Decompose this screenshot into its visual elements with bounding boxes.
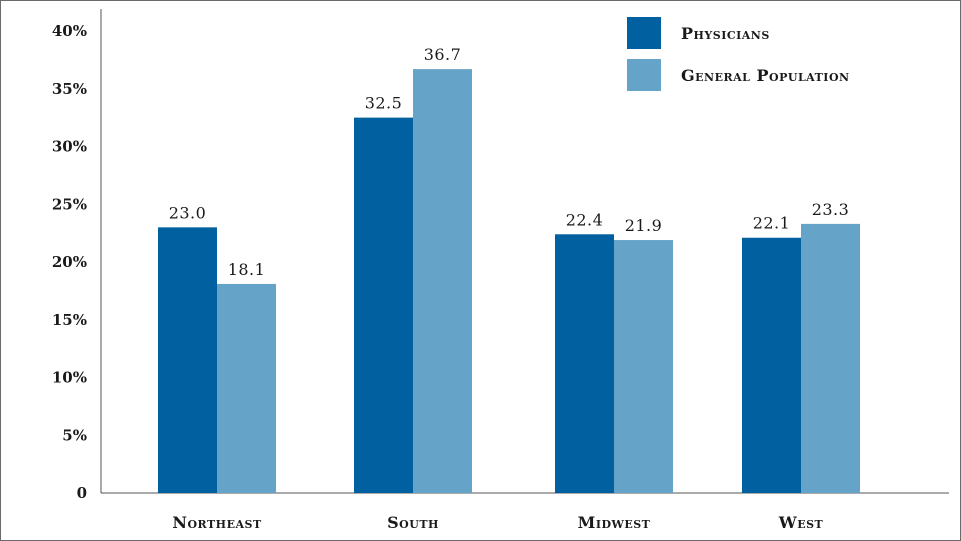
bar-northeast-physicians xyxy=(158,227,217,493)
data-label: 36.7 xyxy=(424,45,462,64)
legend-swatch xyxy=(627,59,661,91)
data-label: 18.1 xyxy=(228,260,266,279)
y-tick-label: 30% xyxy=(52,138,87,156)
bar-northeast-general-population xyxy=(217,283,276,493)
bar-south-physicians xyxy=(354,117,413,493)
y-tick-label: 35% xyxy=(52,80,87,98)
bar-midwest-general-population xyxy=(614,240,673,493)
y-tick-label: 5% xyxy=(62,426,87,444)
y-tick-label: 40% xyxy=(52,22,87,40)
x-tick-labels: Northeast South Midwest West xyxy=(172,513,823,532)
y-tick-labels: 0 5% 10% 15% 20% 25% 30% 35% 40% xyxy=(52,22,87,502)
y-tick-label: 20% xyxy=(52,253,87,271)
data-label: 32.5 xyxy=(365,94,403,113)
legend-label: General Population xyxy=(681,66,850,85)
data-label: 23.3 xyxy=(812,200,850,219)
data-label: 22.4 xyxy=(566,210,604,229)
x-tick-label: West xyxy=(778,513,824,532)
y-tick-label: 10% xyxy=(52,369,87,387)
legend-label: Physicians xyxy=(681,24,770,43)
data-label: 21.9 xyxy=(625,216,663,235)
bar-south-general-population xyxy=(413,69,472,494)
y-tick-label: 0 xyxy=(77,484,87,502)
y-tick-label: 25% xyxy=(52,195,87,213)
bar-west-physicians xyxy=(742,237,801,493)
data-label: 22.1 xyxy=(753,214,791,233)
bar-marks xyxy=(158,69,860,494)
x-tick-label: Midwest xyxy=(578,513,651,532)
legend: Physicians General Population xyxy=(627,17,850,91)
bar-midwest-physicians xyxy=(555,234,614,493)
x-tick-label: Northeast xyxy=(172,513,262,532)
y-tick-label: 15% xyxy=(52,311,87,329)
bar-west-general-population xyxy=(801,223,860,493)
legend-swatch xyxy=(627,17,661,49)
data-labels: 23.0 18.1 32.5 36.7 22.4 21.9 22.1 23.3 xyxy=(169,45,850,279)
data-label: 23.0 xyxy=(169,203,207,222)
x-tick-label: South xyxy=(387,513,439,532)
